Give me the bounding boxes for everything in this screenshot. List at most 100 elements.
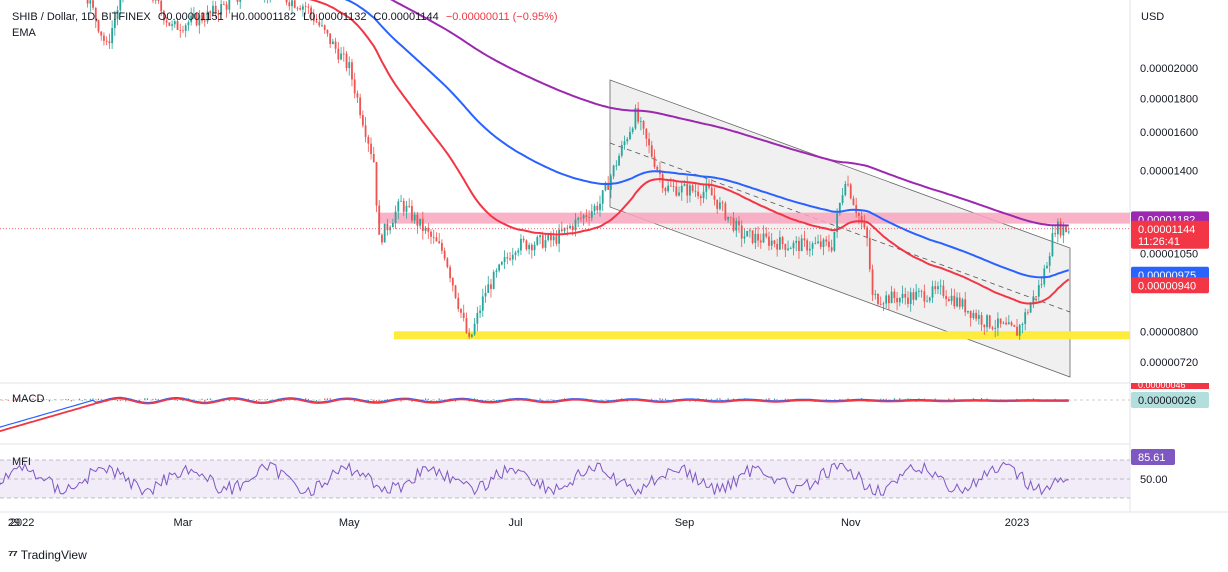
candle-body [787,248,789,250]
candle-body [909,292,912,304]
candle-body [443,250,446,259]
candle-body [838,202,841,214]
candle-body [190,15,193,23]
candle-body [438,241,441,244]
candle-body [198,15,201,26]
candle-body [364,125,367,137]
candle-body [680,185,683,193]
candle-body [302,6,304,10]
candle-body [451,278,454,286]
candle-body [413,214,416,221]
candle-body [457,297,460,309]
candle-body [612,165,615,177]
candle-body [378,205,381,235]
close-value: C0.00001144 [373,11,439,23]
candle-body [386,223,389,231]
candle-body [97,20,100,32]
candle-body [724,203,727,220]
candle-body [607,182,610,190]
candle-body [849,184,852,199]
candle-body [1062,226,1065,236]
candle-body [331,41,334,45]
y-tick-label: 0.00000800 [1140,327,1198,339]
candle-body [907,297,909,304]
candle-body [307,6,310,8]
candle-body [1051,233,1054,257]
candle-body [746,231,749,237]
candle-body [678,192,680,196]
indicator-label[interactable]: EMA [12,27,36,39]
candle-body [113,19,116,29]
ema-100-line [344,0,1070,279]
candle-body [759,240,762,243]
candle-body [748,230,751,232]
support-zone [394,331,1130,340]
candle-body [618,155,620,166]
candle-body [702,191,705,199]
candle-body [776,243,779,250]
candle-body [967,310,969,313]
candle-body [926,300,928,302]
candle-body [285,0,288,3]
candle-body [580,217,582,219]
candle-body [530,244,533,251]
candle-body [765,233,768,237]
candle-body [315,21,318,23]
candle-body [994,327,997,329]
candle-body [86,0,89,4]
candle-body [920,290,923,292]
candle-body [323,25,326,30]
candle-body [522,238,525,241]
y-tick-label: 0.00001050 [1140,248,1198,260]
candle-body [768,236,770,246]
candle-body [367,136,370,144]
candle-body [656,166,659,170]
candle-body [533,244,536,251]
candle-body [89,0,92,4]
candle-body [479,310,481,313]
candle-body [212,5,214,13]
mfi-label[interactable]: MFI [12,456,31,468]
candle-body [896,298,898,303]
candle-body [1048,256,1051,266]
candle-body [157,0,160,1]
candle-body [574,219,577,231]
symbol-title[interactable]: SHIB / Dollar, 1D, BITFINEX [12,11,151,23]
candle-body [312,14,315,22]
x-tick-label: 2023 [1005,517,1029,529]
y-tick-label: 0.00002000 [1140,63,1198,75]
footer-brand[interactable]: ⁷⁷ TradingView [8,547,87,562]
candle-body [738,220,740,226]
candle-body [462,312,465,318]
candle-body [686,184,689,196]
macd-label[interactable]: MACD [12,393,45,405]
candle-body [863,222,866,228]
candle-body [394,211,397,223]
candle-body [555,236,558,244]
candle-body [661,174,664,189]
candle-body [195,13,198,26]
candle-body [885,295,888,304]
candle-body [639,121,642,122]
candle-body [828,241,830,248]
candle-body [470,334,473,337]
candle-body [342,53,345,55]
candle-body [898,298,901,303]
candle-body [206,11,209,22]
candle-body [631,128,634,132]
macd-signal-label-box [1131,383,1209,389]
candle-body [792,242,795,249]
candle-body [209,11,212,13]
candle-body [961,299,964,307]
candle-body [558,229,561,244]
candle-body [105,40,108,42]
candle-body [299,8,302,10]
candle-body [879,303,882,305]
candle-body [353,79,356,94]
candle-body [808,248,811,251]
candle-body [473,323,476,335]
candle-body [340,53,342,60]
candle-body [217,13,220,15]
candle-body [819,241,822,248]
